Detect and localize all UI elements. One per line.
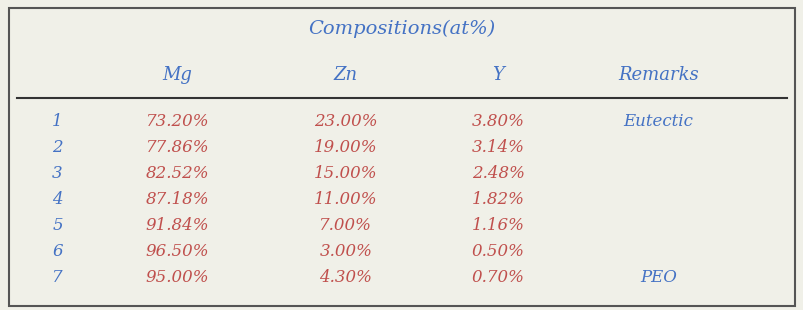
Text: 3: 3 [52, 165, 63, 182]
Text: 77.86%: 77.86% [145, 139, 209, 156]
Text: Compositions(at%): Compositions(at%) [308, 20, 495, 38]
Text: 4: 4 [52, 191, 63, 208]
Text: 3.00%: 3.00% [319, 243, 372, 260]
Text: 7.00%: 7.00% [319, 217, 372, 234]
Text: 95.00%: 95.00% [145, 269, 209, 286]
Text: 7: 7 [52, 269, 63, 286]
Text: 15.00%: 15.00% [314, 165, 377, 182]
Text: Eutectic: Eutectic [622, 113, 692, 130]
Text: 3.80%: 3.80% [471, 113, 524, 130]
Text: 4.30%: 4.30% [319, 269, 372, 286]
Text: 11.00%: 11.00% [314, 191, 377, 208]
Text: 87.18%: 87.18% [145, 191, 209, 208]
Text: 1.16%: 1.16% [471, 217, 524, 234]
Text: 0.50%: 0.50% [471, 243, 524, 260]
FancyBboxPatch shape [10, 7, 793, 306]
Text: 1: 1 [52, 113, 63, 130]
Text: 2: 2 [52, 139, 63, 156]
Text: 5: 5 [52, 217, 63, 234]
Text: Zn: Zn [333, 66, 357, 84]
Text: Y: Y [491, 66, 503, 84]
Text: 82.52%: 82.52% [145, 165, 209, 182]
Text: 73.20%: 73.20% [145, 113, 209, 130]
Text: 6: 6 [52, 243, 63, 260]
Text: 0.70%: 0.70% [471, 269, 524, 286]
Text: 3.14%: 3.14% [471, 139, 524, 156]
Text: Mg: Mg [162, 66, 193, 84]
Text: Remarks: Remarks [618, 66, 698, 84]
Text: 96.50%: 96.50% [145, 243, 209, 260]
Text: 23.00%: 23.00% [314, 113, 377, 130]
Text: 19.00%: 19.00% [314, 139, 377, 156]
Text: 91.84%: 91.84% [145, 217, 209, 234]
Text: 2.48%: 2.48% [471, 165, 524, 182]
Text: PEO: PEO [639, 269, 676, 286]
Text: 1.82%: 1.82% [471, 191, 524, 208]
